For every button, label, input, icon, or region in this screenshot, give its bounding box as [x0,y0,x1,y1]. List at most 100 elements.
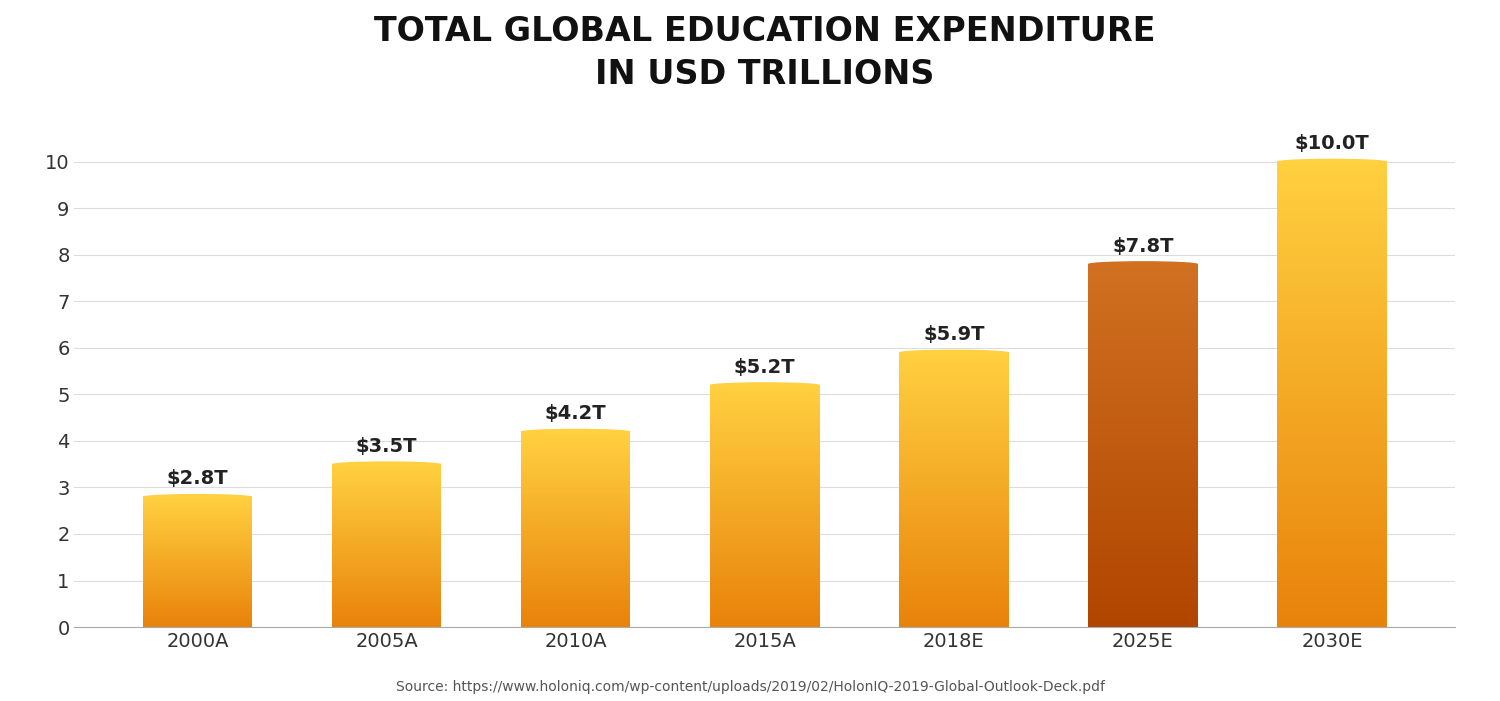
Bar [1276,414,1388,416]
Text: $5.9T: $5.9T [922,325,984,344]
Bar [1088,435,1198,436]
Bar [710,496,819,497]
Bar [1276,616,1388,618]
Bar [332,515,441,516]
Bar [898,580,1008,581]
Bar [1276,478,1388,479]
Bar [898,408,1008,409]
Bar [710,422,819,423]
Bar [520,590,630,591]
Bar [1088,601,1198,603]
Bar [898,366,1008,367]
Bar [332,560,441,561]
Bar [1276,340,1388,341]
Bar [520,611,630,612]
Bar [710,564,819,565]
Bar [332,600,441,601]
Bar [1276,344,1388,346]
Bar [332,517,441,518]
Bar [332,474,441,475]
Bar [898,545,1008,547]
Bar [1088,272,1198,273]
Bar [710,411,819,412]
Bar [332,571,441,572]
Bar [1276,198,1388,200]
Bar [1088,271,1198,273]
Bar [710,618,819,619]
Bar [1088,301,1198,303]
Bar [898,508,1008,509]
Bar [710,387,819,388]
Bar [898,387,1008,388]
Bar [1276,487,1388,489]
Bar [332,570,441,571]
Bar [520,444,630,445]
Bar [898,506,1008,507]
Bar [1088,375,1198,376]
Bar [1276,587,1388,588]
Bar [332,503,441,504]
Bar [332,585,441,586]
Bar [1088,496,1198,498]
Bar [1088,357,1198,358]
Bar [332,519,441,520]
Bar [520,500,630,501]
Bar [1276,428,1388,430]
Bar [1276,350,1388,353]
Bar [710,503,819,505]
Bar [1276,490,1388,492]
Bar [1276,541,1388,543]
Bar [332,590,441,591]
Bar [1276,311,1388,312]
Bar [520,501,630,502]
Bar [710,577,819,578]
Bar [1088,566,1198,568]
Bar [898,540,1008,541]
Bar [332,607,441,608]
Bar [898,526,1008,527]
Bar [1088,298,1198,299]
Bar [332,573,441,574]
Bar [520,554,630,555]
Bar [520,448,630,449]
Bar [1088,451,1198,453]
Bar [520,552,630,553]
Bar [1088,390,1198,391]
Bar [332,603,441,604]
Bar [332,622,441,623]
Bar [1276,245,1388,247]
Bar [1088,307,1198,308]
Bar [332,624,441,625]
Bar [710,425,819,426]
Bar [332,527,441,529]
Bar [1276,576,1388,578]
Bar [710,446,819,447]
Bar [710,456,819,458]
Bar [332,505,441,507]
Bar [710,402,819,403]
Bar [1276,261,1388,262]
Bar [1088,273,1198,275]
Bar [1276,433,1388,435]
Bar [1088,519,1198,521]
Bar [898,563,1008,564]
Bar [332,540,441,541]
Bar [898,368,1008,369]
Bar [710,413,819,414]
Bar [520,433,630,434]
Bar [898,588,1008,590]
Bar [898,599,1008,601]
Bar [898,614,1008,615]
Bar [1088,280,1198,282]
Bar [710,518,819,519]
Bar [710,573,819,574]
Bar [1088,588,1198,590]
Bar [1088,482,1198,483]
Bar [898,562,1008,563]
Bar [710,546,819,547]
Bar [1088,363,1198,365]
Bar [520,597,630,598]
Bar [520,494,630,495]
Bar [332,475,441,476]
Bar [332,503,441,504]
